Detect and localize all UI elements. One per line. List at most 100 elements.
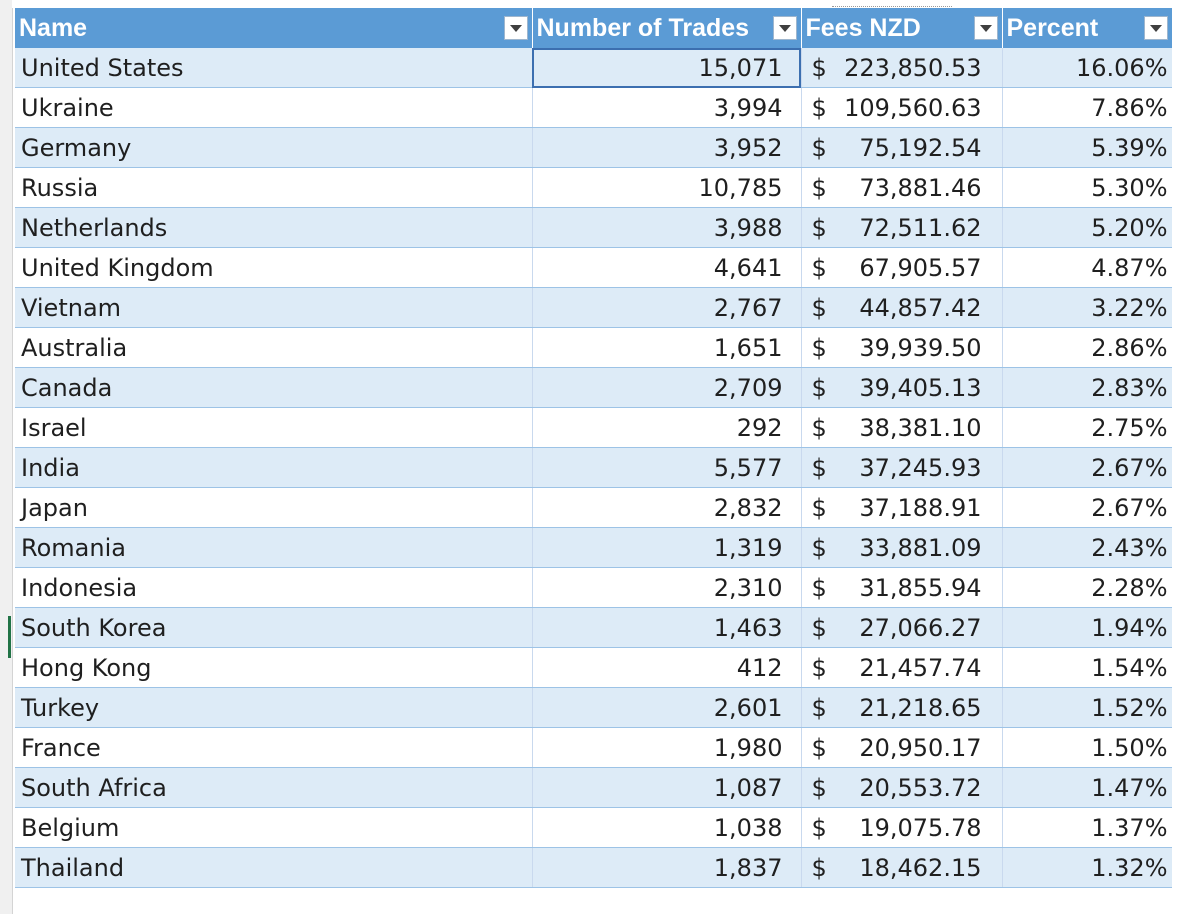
cell-fees[interactable]: $18,462.15 [801,847,1003,888]
filter-dropdown-icon[interactable] [1143,16,1168,40]
cell-fees[interactable]: $39,939.50 [801,327,1003,368]
cell-trades[interactable]: 1,837 [532,847,802,888]
cell-trades[interactable]: 1,651 [532,327,802,368]
cell-percent[interactable]: 1.47% [1002,767,1173,808]
cell-name[interactable]: United Kingdom [15,247,533,288]
cell-fees[interactable]: $21,218.65 [801,687,1003,728]
cell-percent[interactable]: 5.20% [1002,207,1173,248]
cell-fees[interactable]: $20,950.17 [801,727,1003,768]
cell-name[interactable]: Germany [15,127,533,168]
cell-trades[interactable]: 412 [532,647,802,688]
table-row: Australia 1,651 $39,939.50 2.86% [15,327,1173,368]
cell-trades[interactable]: 1,463 [532,607,802,648]
cell-trades[interactable]: 3,952 [532,127,802,168]
cell-fees[interactable]: $37,245.93 [801,447,1003,488]
cell-percent[interactable]: 2.43% [1002,527,1173,568]
cell-trades[interactable]: 292 [532,407,802,448]
filter-dropdown-icon[interactable] [503,16,528,40]
header-percent-label: Percent [1006,13,1099,42]
cell-name[interactable]: Japan [15,487,533,528]
cell-fees[interactable]: $39,405.13 [801,367,1003,408]
cell-percent[interactable]: 5.39% [1002,127,1173,168]
cell-fees[interactable]: $44,857.42 [801,287,1003,328]
cell-name[interactable]: Belgium [15,807,533,848]
cell-trades[interactable]: 10,785 [532,167,802,208]
cell-percent[interactable]: 2.28% [1002,567,1173,608]
cell-trades[interactable]: 2,767 [532,287,802,328]
cell-trades[interactable]: 1,038 [532,807,802,848]
cell-name[interactable]: United States [15,48,533,88]
header-percent[interactable]: Percent [1002,8,1173,48]
cell-fees[interactable]: $75,192.54 [801,127,1003,168]
cell-percent[interactable]: 2.86% [1002,327,1173,368]
cell-fees[interactable]: $72,511.62 [801,207,1003,248]
cell-fees[interactable]: $223,850.53 [801,48,1003,88]
cell-name[interactable]: Canada [15,367,533,408]
cell-percent[interactable]: 16.06% [1002,48,1173,88]
cell-name[interactable]: Vietnam [15,287,533,328]
cell-trades[interactable]: 1,980 [532,727,802,768]
fee-amount: 20,950.17 [859,733,982,762]
cell-fees[interactable]: $33,881.09 [801,527,1003,568]
cell-percent[interactable]: 2.67% [1002,487,1173,528]
cell-trades[interactable]: 3,988 [532,207,802,248]
cell-percent[interactable]: 4.87% [1002,247,1173,288]
cell-fees[interactable]: $37,188.91 [801,487,1003,528]
cell-percent[interactable]: 2.83% [1002,367,1173,408]
cell-trades[interactable]: 4,641 [532,247,802,288]
cell-name[interactable]: Ukraine [15,87,533,128]
header-name[interactable]: Name [15,8,533,48]
cell-trades[interactable]: 2,601 [532,687,802,728]
cell-percent[interactable]: 1.50% [1002,727,1173,768]
cell-fees[interactable]: $67,905.57 [801,247,1003,288]
header-number-of-trades-label: Number of Trades [536,13,750,42]
cell-name[interactable]: Romania [15,527,533,568]
cell-percent[interactable]: 1.52% [1002,687,1173,728]
cell-percent[interactable]: 1.37% [1002,807,1173,848]
cell-percent[interactable]: 7.86% [1002,87,1173,128]
cell-fees[interactable]: $73,881.46 [801,167,1003,208]
cell-fees[interactable]: $109,560.63 [801,87,1003,128]
cell-name[interactable]: Russia [15,167,533,208]
cell-fees[interactable]: $27,066.27 [801,607,1003,648]
header-fees-nzd[interactable]: Fees NZD [801,8,1003,48]
cell-percent[interactable]: 1.54% [1002,647,1173,688]
cell-name[interactable]: Thailand [15,847,533,888]
cell-fees[interactable]: $21,457.74 [801,647,1003,688]
table-row: Ukraine 3,994 $109,560.63 7.86% [15,87,1173,128]
filter-dropdown-icon[interactable] [772,16,797,40]
cell-fees[interactable]: $38,381.10 [801,407,1003,448]
cell-trades[interactable]: 2,709 [532,367,802,408]
cell-name[interactable]: Netherlands [15,207,533,248]
cell-trades[interactable]: 2,832 [532,487,802,528]
filter-dropdown-icon[interactable] [973,16,998,40]
cell-trades[interactable]: 2,310 [532,567,802,608]
cell-trades[interactable]: 5,577 [532,447,802,488]
cell-percent[interactable]: 5.30% [1002,167,1173,208]
cell-percent[interactable]: 2.67% [1002,447,1173,488]
cell-name[interactable]: Australia [15,327,533,368]
cell-name[interactable]: Indonesia [15,567,533,608]
cell-fees[interactable]: $31,855.94 [801,567,1003,608]
cell-name[interactable]: Hong Kong [15,647,533,688]
cell-trades[interactable]: 3,994 [532,87,802,128]
cell-fees[interactable]: $19,075.78 [801,807,1003,848]
cell-name[interactable]: India [15,447,533,488]
cell-name[interactable]: Turkey [15,687,533,728]
cell-trades-selected[interactable]: 15,071 [532,48,802,88]
cell-percent[interactable]: 3.22% [1002,287,1173,328]
cell-name[interactable]: France [15,727,533,768]
row-header-strip[interactable] [0,0,13,914]
cell-fees[interactable]: $20,553.72 [801,767,1003,808]
cell-percent[interactable]: 1.94% [1002,607,1173,648]
currency-symbol: $ [811,853,827,882]
cell-name[interactable]: South Korea [15,607,533,648]
header-number-of-trades[interactable]: Number of Trades [532,8,802,48]
cell-percent[interactable]: 2.75% [1002,407,1173,448]
cell-percent[interactable]: 1.32% [1002,847,1173,888]
header-fees-nzd-label: Fees NZD [805,13,921,42]
cell-trades[interactable]: 1,319 [532,527,802,568]
cell-trades[interactable]: 1,087 [532,767,802,808]
cell-name[interactable]: Israel [15,407,533,448]
cell-name[interactable]: South Africa [15,767,533,808]
